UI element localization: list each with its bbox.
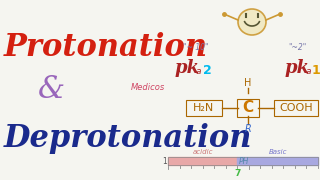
Text: H₂N: H₂N xyxy=(193,103,215,113)
Text: 7: 7 xyxy=(234,170,240,179)
Text: C: C xyxy=(243,100,253,116)
Text: "~2": "~2" xyxy=(288,44,306,53)
Text: a: a xyxy=(196,68,202,76)
Bar xyxy=(168,157,237,165)
Bar xyxy=(237,157,318,165)
Text: Deprotonation: Deprotonation xyxy=(4,123,252,154)
Text: 1: 1 xyxy=(312,64,320,78)
Text: 2: 2 xyxy=(203,64,212,78)
Text: Medicos: Medicos xyxy=(131,84,165,93)
Text: pk: pk xyxy=(175,59,200,77)
Text: COOH: COOH xyxy=(279,103,313,113)
Ellipse shape xyxy=(238,9,266,35)
Text: PH: PH xyxy=(239,156,250,165)
Text: Basic: Basic xyxy=(268,149,287,155)
Text: pk: pk xyxy=(285,59,310,77)
Text: "~ 10": "~ 10" xyxy=(183,44,209,53)
Text: a: a xyxy=(306,68,311,76)
Text: 1: 1 xyxy=(162,156,167,165)
Text: &: & xyxy=(38,75,65,105)
Text: H: H xyxy=(244,78,252,88)
Text: 14: 14 xyxy=(319,156,320,165)
Text: R: R xyxy=(244,124,252,134)
Text: Protonation: Protonation xyxy=(4,33,208,64)
Text: acidic: acidic xyxy=(192,149,213,155)
